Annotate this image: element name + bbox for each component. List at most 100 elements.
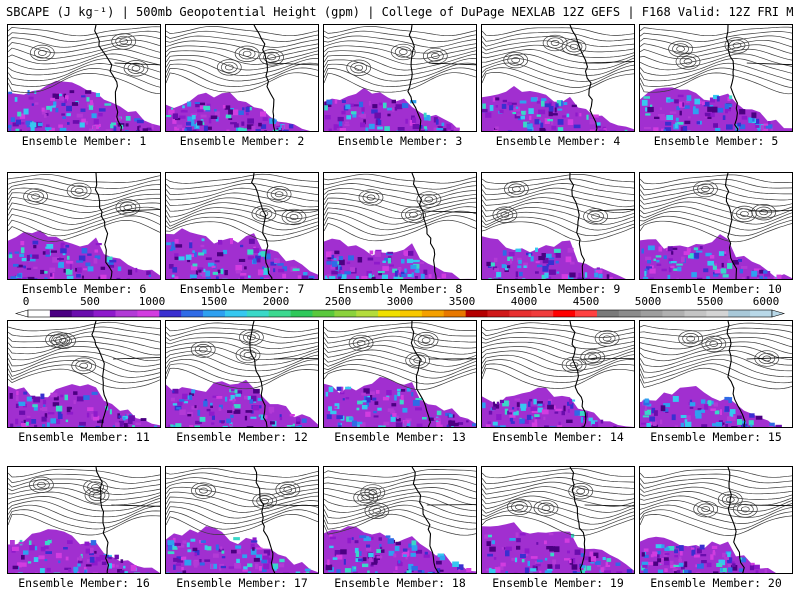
- cape-shading: [324, 87, 476, 131]
- colorbar-swatch: [400, 310, 423, 317]
- cape-shading: [640, 234, 792, 279]
- coastline: [91, 321, 109, 427]
- country-border: [428, 62, 476, 66]
- ensemble-member-label: Ensemble Member: 17: [176, 576, 308, 590]
- colorbar-swatch: [684, 310, 707, 317]
- colorbar-tick-label: 3500: [448, 295, 476, 308]
- coastline: [94, 173, 113, 279]
- height-contours: [166, 322, 318, 390]
- colorbar-min-arrow: [14, 309, 29, 318]
- map-plot: [482, 467, 634, 573]
- height-contours: [640, 26, 792, 95]
- country-border: [274, 209, 318, 212]
- cape-shading: [640, 87, 792, 131]
- ensemble-member-map: [165, 24, 319, 132]
- map-plot: [482, 321, 634, 427]
- colorbar-swatch: [596, 310, 620, 317]
- height-contours: [482, 27, 634, 94]
- ensemble-member-label: Ensemble Member: 13: [334, 430, 466, 444]
- coastline: [725, 25, 739, 131]
- map-plot: [324, 173, 476, 279]
- country-border: [589, 208, 634, 212]
- colorbar-tick-label: 6000: [752, 295, 780, 308]
- ensemble-member-label: Ensemble Member: 16: [18, 576, 150, 590]
- ensemble-member-map: [323, 466, 477, 574]
- map-plot: [640, 173, 792, 279]
- cape-shading: [482, 86, 634, 131]
- ensemble-member-map: [639, 320, 793, 428]
- ensemble-member-label: Ensemble Member: 5: [653, 134, 779, 148]
- ensemble-member-label: Ensemble Member: 15: [650, 430, 782, 444]
- ensemble-member-label: Ensemble Member: 11: [18, 430, 150, 444]
- height-contours: [482, 173, 634, 242]
- colorbar-tick-label: 3000: [386, 295, 414, 308]
- country-border: [583, 61, 634, 64]
- country-border: [746, 357, 792, 360]
- ensemble-member-map: [639, 466, 793, 574]
- height-contours: [482, 322, 634, 389]
- height-contours: [8, 468, 160, 536]
- ensemble-member-map: [165, 172, 319, 280]
- ensemble-member-map: [481, 24, 635, 132]
- colorbar-swatch: [312, 310, 335, 317]
- colorbar-swatch: [509, 310, 532, 317]
- cape-shading: [166, 526, 318, 573]
- height-contours: [324, 173, 476, 242]
- colorbar-swatch: [356, 310, 379, 317]
- colorbar-labels: 0 500 1000 1500 2000 2500 3000 3500 4000 4500 5000…: [0, 296, 800, 308]
- ensemble-member-label: Ensemble Member: 8: [337, 282, 463, 296]
- ensemble-member-label: Ensemble Member: 12: [176, 430, 308, 444]
- height-contours: [640, 469, 792, 536]
- map-plot: [640, 467, 792, 573]
- map-plot: [166, 173, 318, 279]
- ensemble-member-label: Ensemble Member: 9: [495, 282, 621, 296]
- coastline: [569, 173, 585, 279]
- colorbar-swatch: [378, 310, 401, 317]
- cape-shading: [482, 387, 634, 427]
- ensemble-member-map: [7, 466, 161, 574]
- cape-shading: [8, 384, 160, 427]
- ensemble-member-map: [7, 172, 161, 280]
- coastline: [569, 321, 587, 427]
- colorbar-swatch: [640, 310, 663, 317]
- colorbar-swatch: [290, 310, 313, 317]
- map-title: SBCAPE (J kg⁻¹) | 500mb Geopotential Hei…: [6, 5, 794, 19]
- coastline: [569, 25, 598, 131]
- map-plot: [324, 467, 476, 573]
- coastline: [253, 467, 276, 573]
- ensemble-member-map: [7, 24, 161, 132]
- colorbar-swatch: [443, 310, 466, 317]
- country-border: [749, 504, 792, 507]
- cape-shading: [8, 529, 160, 573]
- height-contours: [640, 174, 792, 243]
- map-plot: [8, 173, 160, 279]
- colorbar-tick-label: 5000: [634, 295, 662, 308]
- ensemble-member-map: [639, 24, 793, 132]
- ensemble-member-map: [323, 172, 477, 280]
- height-contours: [8, 26, 160, 95]
- colorbar-tick-label: 0: [22, 295, 30, 308]
- country-border: [583, 358, 634, 360]
- country-border: [273, 358, 318, 360]
- colorbar-swatch: [159, 310, 182, 317]
- ensemble-member-label: Ensemble Member: 1: [21, 134, 147, 148]
- map-plot: [324, 25, 476, 131]
- height-contours: [324, 469, 476, 536]
- country-border: [114, 62, 160, 66]
- cape-shading: [324, 376, 476, 427]
- coastline: [569, 467, 586, 573]
- cape-shading: [482, 522, 634, 573]
- coastline: [95, 467, 110, 573]
- colorbar-max-arrow: [771, 309, 786, 318]
- ensemble-member-label: Ensemble Member: 18: [334, 576, 466, 590]
- coastline: [727, 467, 745, 573]
- coastline: [407, 25, 422, 131]
- map-plot: [640, 321, 792, 427]
- cape-shading: [640, 536, 792, 573]
- height-contours: [324, 26, 476, 93]
- coastline: [410, 321, 431, 427]
- cape-shading: [8, 230, 160, 279]
- ensemble-member-label: Ensemble Member: 4: [495, 134, 621, 148]
- cape-shading: [8, 80, 160, 131]
- colorbar-swatch: [268, 310, 291, 317]
